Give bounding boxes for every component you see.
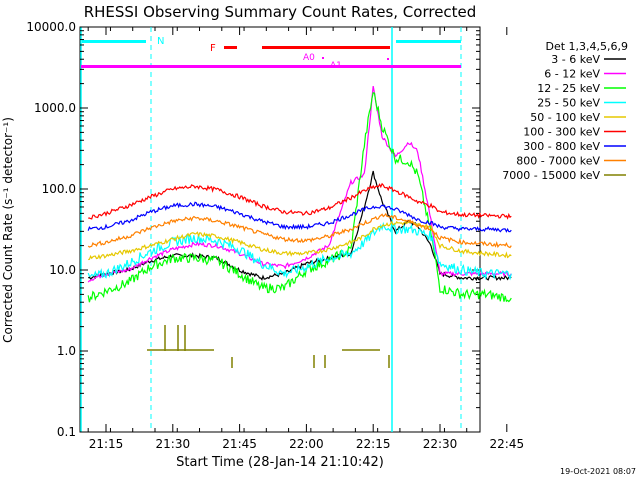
chart-title: RHESSI Observing Summary Count Rates, Co… [84,3,477,21]
series-line-6-12kev [87,85,512,283]
legend-title: Det 1,3,4,5,6,9 [545,40,628,53]
data-series [87,85,512,303]
x-tick-label: 21:45 [222,437,257,451]
y-tick-label: 10000.0 [26,20,76,34]
timestamp: 19-Oct-2021 08:07 [560,467,636,476]
legend-label: 50 - 100 keV [530,111,600,124]
flag-label-a1: A1 [330,61,342,71]
y-axis-label: Corrected Count Rate (s⁻¹ detector⁻¹) [1,117,15,343]
series-line-800-7000kev [87,212,512,249]
legend-label: 300 - 800 keV [523,140,600,153]
y-axis-ticks: 0.1 1.0 10.0 100.0 1000.0 10000.0 [26,20,480,439]
y-tick-label: 1000.0 [34,101,76,115]
x-tick-label: 22:45 [490,437,525,451]
series-7000-15000-kev-marks [147,325,390,368]
flag-mark-a0 [322,57,324,59]
legend-label: 100 - 300 keV [523,126,600,139]
series-line-25-50kev [87,221,512,281]
flag-mark-a0-2 [387,58,389,60]
x-axis-ticks: 21:15 21:30 21:45 22:00 22:15 22:30 22:45 [87,27,525,451]
x-tick-label: 22:30 [423,437,458,451]
flag-bar-n-2 [396,40,461,43]
legend-label: 6 - 12 keV [544,68,600,81]
x-tick-label: 22:00 [289,437,324,451]
series-line-100-300kev [88,182,512,220]
x-tick-label: 21:30 [156,437,191,451]
x-tick-label: 21:15 [89,437,124,451]
series-line-50-100kev [88,220,512,261]
y-tick-label: 0.1 [57,425,76,439]
legend-label: 12 - 25 keV [537,82,600,95]
x-tick-label: 22:15 [356,437,391,451]
flag-label-f: F [210,43,216,54]
flag-label-n: N [157,36,164,47]
y-tick-label: 100.0 [42,182,76,196]
flag-bar-f-2 [262,46,390,49]
flag-label-a0: A0 [303,53,315,63]
series-line-12-25kev [87,92,512,303]
legend-label: 3 - 6 keV [551,53,600,66]
legend-label: 7000 - 15000 keV [502,169,600,182]
series-line-300-800kev [87,201,512,233]
y-tick-label: 10.0 [49,263,76,277]
flag-bars: N F A0 A1 [81,36,461,71]
legend-label: 25 - 50 keV [537,97,600,110]
x-axis-label: Start Time (28-Jan-14 21:10:42) [176,455,384,470]
flag-bar-n-1 [82,40,146,43]
flag-bar-a1 [81,65,461,68]
series-line-3-6kev [87,170,512,282]
legend-label: 800 - 7000 keV [516,155,600,168]
y-tick-label: 1.0 [57,344,76,358]
flag-bar-f-1 [224,46,237,49]
